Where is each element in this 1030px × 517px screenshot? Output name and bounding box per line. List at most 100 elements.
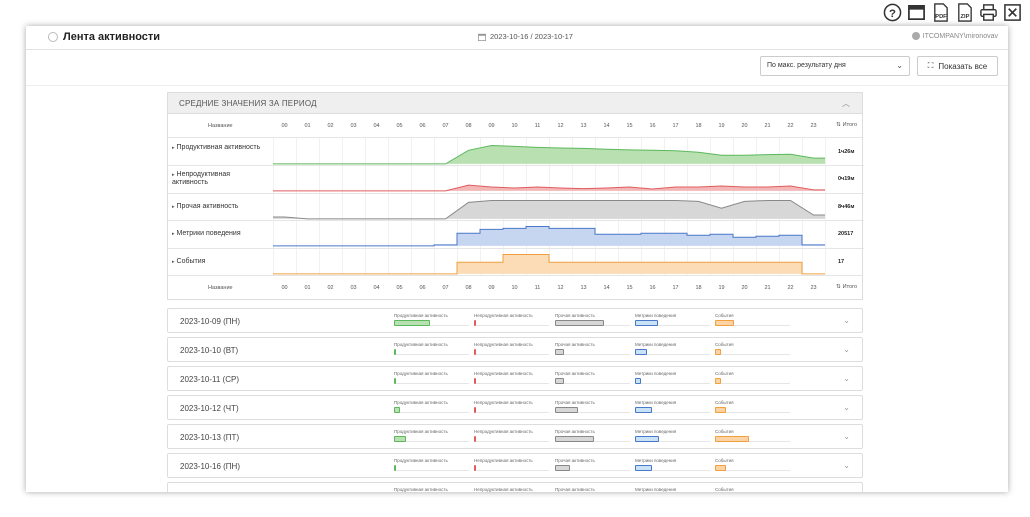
window-icon[interactable] (906, 2, 926, 22)
hour-label-22: 22 (787, 123, 794, 129)
grid-line (411, 138, 412, 275)
day-metric-track (474, 349, 549, 355)
expand-arrow-icon: ▸ (172, 172, 175, 179)
series-fill (273, 226, 825, 247)
day-metric-track (474, 436, 549, 442)
day-metric-bar (715, 465, 727, 471)
day-metric-name: Продуктивная активность (394, 342, 448, 347)
current-user: ITCOMPANY\mironovav (911, 32, 998, 40)
day-metric-bar (474, 407, 477, 413)
hours-header-bottom: Название ⇅ Итого 00 01 02 03 04 05 06 07 08 09 10 11… (168, 275, 862, 299)
hour-label-19: 19 (718, 123, 725, 129)
metric-row-label[interactable]: ▸ Прочая активность (172, 203, 267, 211)
show-all-button[interactable]: ⛶ Показать все (917, 56, 998, 76)
zip-icon[interactable]: ZIP (954, 2, 974, 22)
day-label: 2023-10-11 (СР) (180, 375, 239, 384)
day-row[interactable]: 2023-10-12 (ЧТ) Продуктивная активность Не… (167, 395, 863, 420)
day-row[interactable]: Продуктивная активность Непродуктивная ак… (167, 482, 863, 492)
day-metric-name: События (715, 342, 734, 347)
day-metric: Метрики поведения (635, 429, 710, 442)
grid-line (365, 138, 366, 275)
chevron-down-icon[interactable]: ⌄ (843, 403, 850, 412)
chevron-down-icon[interactable]: ⌄ (843, 316, 850, 325)
day-metric-track (715, 436, 790, 442)
page-title: Лента активности (48, 31, 160, 43)
metric-total: 20517 (838, 231, 854, 238)
hour-label-16: 16 (649, 123, 656, 129)
day-metric-track (555, 320, 630, 326)
hour-label-12: 12 (557, 123, 564, 129)
series-line (273, 144, 825, 165)
chevron-up-icon[interactable]: ︿ (842, 99, 850, 108)
day-metric-bar (555, 465, 570, 471)
total-column-header[interactable]: ⇅ Итого (836, 122, 857, 128)
hour-label-21: 21 (764, 123, 771, 129)
day-row[interactable]: 2023-10-13 (ПТ) Продуктивная активность Не… (167, 424, 863, 449)
hour-label-14: 14 (603, 285, 610, 291)
day-metric: Непродуктивная активность (474, 342, 549, 355)
day-metric-track (715, 465, 790, 471)
metric-total: 8ч46м (838, 203, 855, 210)
hour-label-23: 23 (810, 285, 817, 291)
day-metric: Продуктивная активность (394, 400, 469, 413)
day-metric-name: Прочая активность (555, 313, 595, 318)
day-metric-track (635, 349, 710, 355)
hour-label-00: 00 (281, 285, 288, 291)
day-metric: Метрики поведения (635, 400, 710, 413)
day-metric: Продуктивная активность (394, 342, 469, 355)
chevron-down-icon[interactable]: ⌄ (843, 374, 850, 383)
day-metric-bar (555, 320, 604, 326)
day-metric-bar (394, 349, 397, 355)
series-line (273, 199, 825, 220)
day-row[interactable]: 2023-10-10 (ВТ) Продуктивная активность Не… (167, 337, 863, 362)
day-metric-name: Продуктивная активность (394, 487, 448, 492)
svg-text:PDF: PDF (935, 14, 947, 20)
pdf-icon[interactable]: PDF (930, 2, 950, 22)
metric-row-label[interactable]: ▸ Продуктивная активность (172, 144, 267, 152)
series-fill (273, 145, 825, 164)
close-icon[interactable] (1002, 2, 1022, 22)
day-metric-bar (394, 320, 430, 326)
metric-name: Продуктивная активность (176, 144, 261, 151)
svg-text:ZIP: ZIP (960, 14, 969, 20)
day-metric-track (394, 436, 469, 442)
day-metric: Метрики поведения (635, 342, 710, 355)
day-metric: Метрики поведения (635, 487, 710, 492)
chevron-down-icon[interactable]: ⌄ (843, 432, 850, 441)
print-icon[interactable] (978, 2, 998, 22)
day-metric-name: События (715, 400, 734, 405)
day-metric: События (715, 458, 790, 471)
help-icon[interactable]: ? (882, 2, 902, 22)
metric-row-label[interactable]: ▸ Непродуктивная активность (172, 171, 267, 187)
day-metric-bar (715, 407, 727, 413)
expand-icon: ⛶ (927, 61, 934, 70)
sort-select[interactable]: По макс. результату дня ⌄ (760, 56, 910, 76)
day-metric-name: Метрики поведения (635, 487, 677, 492)
chevron-down-icon[interactable]: ⌄ (843, 461, 850, 470)
total-column-header[interactable]: ⇅ Итого (836, 284, 857, 290)
series-line (273, 184, 825, 192)
series-area (273, 184, 825, 192)
metric-total: 0ч19м (838, 176, 855, 183)
chevron-down-icon[interactable]: ⌄ (843, 490, 850, 492)
day-metric-track (394, 407, 469, 413)
day-row[interactable]: 2023-10-16 (ПН) Продуктивная активность Не… (167, 453, 863, 478)
metric-row-label[interactable]: ▸ Метрики поведения (172, 230, 267, 238)
series-fill (273, 200, 825, 219)
hour-label-08: 08 (465, 285, 472, 291)
hour-label-03: 03 (350, 285, 357, 291)
panel-header[interactable]: СРЕДНИЕ ЗНАЧЕНИЯ ЗА ПЕРИОД ︿ (168, 93, 862, 114)
metric-row-label[interactable]: ▸ События (172, 258, 267, 266)
date-range[interactable]: 2023-10-16 / 2023-10-17 (478, 32, 573, 41)
hour-label-08: 08 (465, 123, 472, 129)
user-icon (911, 32, 920, 40)
name-column-header: Название (208, 123, 233, 129)
day-row[interactable]: 2023-10-11 (СР) Продуктивная активность Не… (167, 366, 863, 391)
day-metric-name: Непродуктивная активность (474, 400, 533, 405)
expand-arrow-icon: ▸ (172, 145, 175, 151)
day-metric-track (474, 465, 549, 471)
metric-name: Непродуктивная активность (172, 171, 230, 187)
chevron-down-icon[interactable]: ⌄ (843, 345, 850, 354)
day-row[interactable]: 2023-10-09 (ПН) Продуктивная активность Не… (167, 308, 863, 333)
day-metric: Метрики поведения (635, 458, 710, 471)
